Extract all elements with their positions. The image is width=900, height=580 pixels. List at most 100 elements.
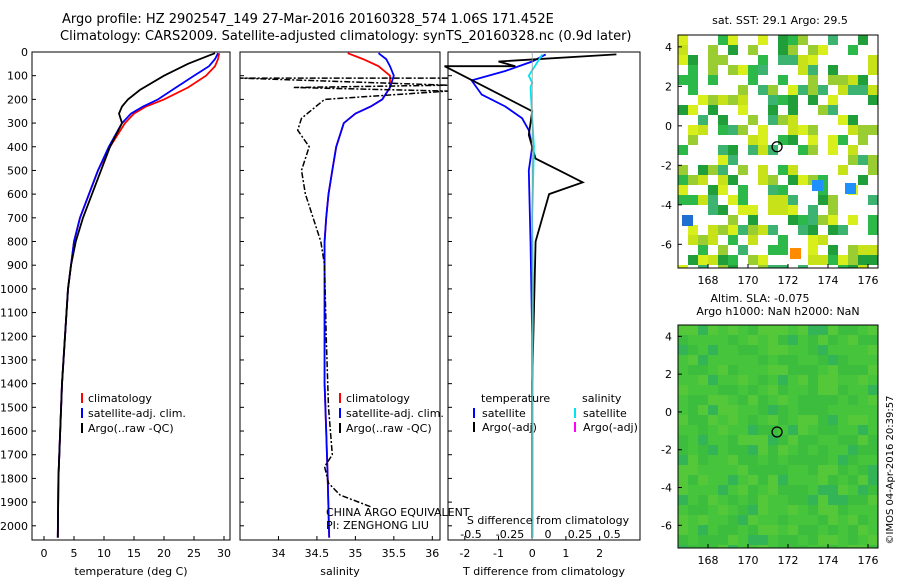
map-cell [748,395,758,405]
map-cell [728,445,738,455]
map-cell [828,445,838,455]
map-cell [708,515,718,525]
map-cell [808,535,818,545]
map-cell [678,395,688,405]
map-cell [828,215,838,225]
map-cell [848,455,858,465]
map-cell [718,185,728,195]
map-x-tick-label: 168 [698,274,719,287]
map-cell [858,435,868,445]
map-cell [768,195,778,205]
map-cell [828,425,838,435]
map-cell [808,75,818,85]
map-cell [848,255,858,265]
map-cell [748,355,758,365]
map-cell [838,365,848,375]
map-cell [808,145,818,155]
map-cell [738,435,748,445]
map-cell [738,505,748,515]
map-cell [768,505,778,515]
sst-map [678,35,878,268]
map-cell [778,475,788,485]
map-cell [748,65,758,75]
y-tick-label: 1600 [0,425,28,438]
map-cell [808,135,818,145]
map-y-tick-label: 2 [665,368,672,381]
map-cell [718,485,728,495]
map-cell [738,325,748,335]
map-cell [698,525,708,535]
map-cell [808,455,818,465]
map-cell [748,415,758,425]
map-x-tick-label: 176 [858,554,879,567]
map-cell [788,105,798,115]
map-cell [778,195,788,205]
map-cell [848,115,858,125]
map-cell [708,445,718,455]
map-cell [748,205,758,215]
map-cell [778,75,788,85]
map-cell [768,385,778,395]
map-cell [728,415,738,425]
map-cell [778,545,788,548]
map-cell [778,495,788,505]
map-cell [698,545,708,548]
map-cell [858,465,868,475]
map-cell [708,475,718,485]
map-cell [718,385,728,395]
x-tick-label: 1 [562,547,569,560]
map-x-tick-label: 174 [818,274,839,287]
y-tick-label: 900 [7,259,28,272]
map-cell [758,165,768,175]
map-cell [848,465,858,475]
map-cell [728,475,738,485]
map-cell [768,535,778,545]
map-cell [688,55,698,65]
map-cell [738,535,748,545]
map-cell [748,335,758,345]
map-cell [868,385,878,395]
map-cell [698,395,708,405]
map-cell [788,195,798,205]
map-cell [808,415,818,425]
map-cell [778,365,788,375]
map-cell [818,415,828,425]
map-cell [778,205,788,215]
map-cell [868,95,878,105]
map-cell [838,255,848,265]
map-cell [838,265,848,268]
map-cell [758,265,768,268]
map-cell [718,345,728,355]
map-cell [698,415,708,425]
map-cell [868,415,878,425]
map-cell [858,405,868,415]
map-cell [798,475,808,485]
map-cell [698,535,708,545]
map-cell [808,65,818,75]
map-cell [758,395,768,405]
map-cell [688,445,698,455]
map-cell [868,225,878,235]
map-cell [688,125,698,135]
map-cell [848,325,858,335]
map-cell [778,485,788,495]
map-cell [758,255,768,265]
map-cell [688,75,698,85]
map-cell [728,225,738,235]
map-cell [808,465,818,475]
map-cell [858,475,868,485]
map-cell [708,185,718,195]
map-cell [848,495,858,505]
map-cell [828,525,838,535]
map-cell [738,125,748,135]
map-cell [858,135,868,145]
map-cell [768,325,778,335]
top-tick-label: 0.25 [568,528,593,541]
map-cell [748,515,758,525]
map-cell [728,255,738,265]
map-cell [738,375,748,385]
y-tick-label: 2000 [0,520,28,533]
map-cell [868,505,878,515]
map-cell [778,395,788,405]
y-tick-label: 1700 [0,449,28,462]
